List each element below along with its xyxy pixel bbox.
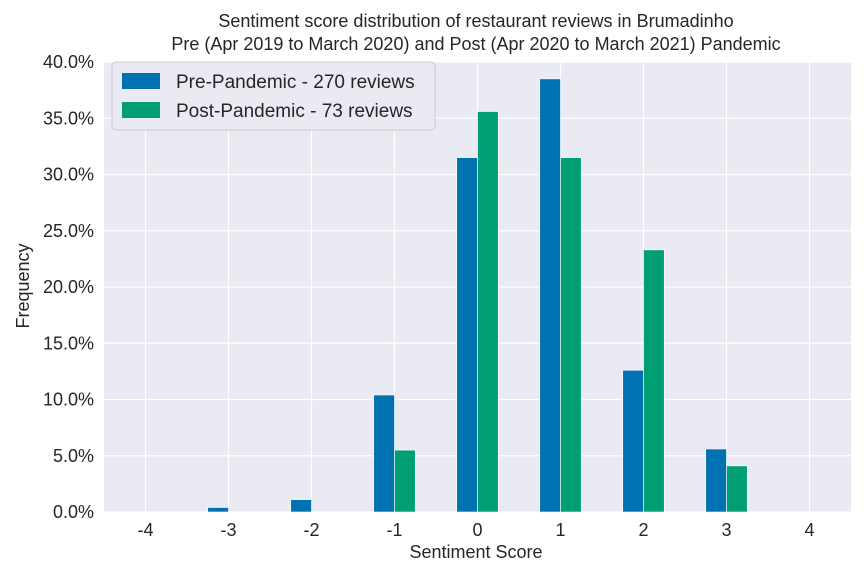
x-tick-label: 0 bbox=[472, 520, 482, 540]
y-tick-label: 35.0% bbox=[43, 108, 94, 128]
legend-label-post: Post-Pandemic - 73 reviews bbox=[176, 101, 413, 122]
legend-swatch-post bbox=[122, 102, 160, 118]
x-tick-label: -2 bbox=[303, 520, 319, 540]
y-axis-label: Frequency bbox=[13, 243, 33, 328]
legend-box bbox=[111, 61, 436, 131]
x-tick-label: -1 bbox=[386, 520, 402, 540]
y-tick-label: 30.0% bbox=[43, 165, 94, 185]
y-tick-label: 15.0% bbox=[43, 333, 94, 353]
legend: Pre-Pandemic - 270 reviews Post-Pandemic… bbox=[111, 61, 436, 131]
y-tick-label: 25.0% bbox=[43, 221, 94, 241]
y-tick-label: 40.0% bbox=[43, 52, 94, 72]
x-tick-label: -4 bbox=[137, 520, 153, 540]
bar-pre-pandemic bbox=[539, 78, 561, 513]
y-tick-label: 0.0% bbox=[53, 502, 94, 522]
bar-post-pandemic bbox=[726, 465, 748, 513]
chart-subtitle: Pre (Apr 2019 to March 2020) and Post (A… bbox=[171, 34, 780, 54]
bar-pre-pandemic bbox=[373, 394, 395, 513]
y-tick-label: 10.0% bbox=[43, 390, 94, 410]
x-tick-label: 4 bbox=[804, 520, 814, 540]
x-tick-labels: -4 -3 -2 -1 0 1 2 3 4 bbox=[137, 520, 814, 540]
bar-post-pandemic bbox=[560, 157, 582, 513]
bar-pre-pandemic bbox=[207, 507, 229, 513]
bar-post-pandemic bbox=[643, 249, 665, 513]
bar-pre-pandemic bbox=[456, 157, 478, 513]
legend-label-pre: Pre-Pandemic - 270 reviews bbox=[176, 72, 415, 93]
bar-pre-pandemic bbox=[290, 499, 312, 513]
x-tick-label: 1 bbox=[555, 520, 565, 540]
y-tick-label: 20.0% bbox=[43, 277, 94, 297]
x-tick-label: -3 bbox=[220, 520, 236, 540]
bar-pre-pandemic bbox=[705, 448, 727, 513]
bar-pre-pandemic bbox=[622, 369, 644, 513]
bar-post-pandemic bbox=[394, 449, 416, 513]
bar-post-pandemic bbox=[477, 111, 499, 513]
x-tick-label: 3 bbox=[721, 520, 731, 540]
x-axis-label: Sentiment Score bbox=[409, 542, 542, 562]
x-tick-label: 2 bbox=[638, 520, 648, 540]
y-tick-label: 5.0% bbox=[53, 446, 94, 466]
bars bbox=[207, 78, 748, 513]
legend-swatch-pre bbox=[122, 73, 160, 89]
y-tick-labels: 0.0% 5.0% 10.0% 15.0% 20.0% 25.0% 30.0% 35.0% 40… bbox=[43, 52, 94, 522]
chart-title: Sentiment score distribution of restaura… bbox=[218, 11, 733, 31]
